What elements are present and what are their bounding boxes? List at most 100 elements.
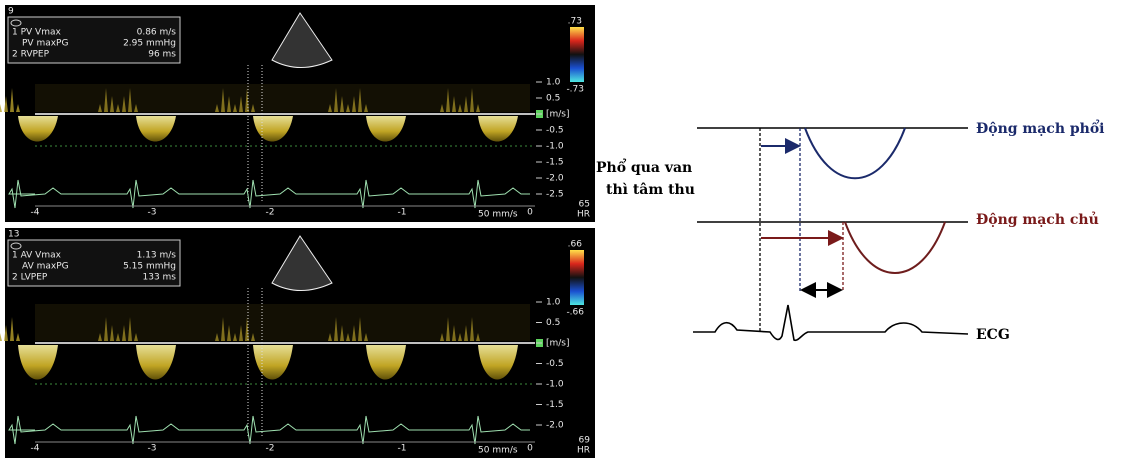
doppler-spike — [110, 325, 114, 341]
ecg-trace — [693, 304, 969, 342]
measurement-label: 2 LVPEP — [12, 273, 48, 283]
measurement-box — [7, 16, 181, 64]
ecg-label: ECG — [976, 327, 1010, 343]
doppler-spike — [10, 317, 14, 341]
time-label: -4 — [31, 208, 40, 218]
timing-diagram: Động mạch phổi Động mạch chủ ECG Phổ qua… — [596, 119, 1105, 343]
velocity-scale-label: 1.0 — [546, 78, 561, 88]
doppler-spike — [251, 104, 255, 112]
measurement-value: 1.13 m/s — [137, 251, 177, 261]
heart-rate: 65 — [579, 200, 590, 210]
velocity-scale-label: [m/s] — [546, 339, 570, 349]
doppler-spike — [0, 333, 2, 341]
doppler-spike — [128, 88, 132, 112]
doppler-spike — [98, 104, 102, 112]
doppler-spike — [346, 333, 350, 341]
measurement-box — [7, 239, 181, 287]
doppler-envelope — [253, 116, 293, 142]
doppler-spike — [116, 104, 120, 112]
doppler-spike — [116, 333, 120, 341]
color-scale-top: .66 — [568, 240, 583, 250]
time-label: -1 — [398, 208, 407, 218]
doppler-spike — [122, 96, 126, 112]
icon — [10, 242, 22, 250]
doppler-envelope — [366, 345, 406, 380]
doppler-spike — [98, 333, 102, 341]
doppler-spike — [221, 317, 225, 341]
doppler-spike — [328, 333, 332, 341]
velocity-scale-label: -0.5 — [546, 126, 564, 136]
doppler-spike — [233, 104, 237, 112]
velocity-scale-label: -1.5 — [546, 158, 564, 168]
doppler-spike — [227, 96, 231, 112]
color-bar — [570, 27, 584, 82]
forward-flow-band — [35, 84, 530, 112]
doppler-envelope — [253, 345, 293, 380]
doppler-spike — [358, 88, 362, 112]
velocity-scale-label: -1.5 — [546, 400, 564, 410]
aortic-label: Động mạch chủ — [976, 211, 1099, 228]
doppler-panel: 9 1 PV Vmax 0.86 m/s PV maxPG 2.95 mmHg 2 RVP… — [0, 5, 595, 222]
doppler-spike — [364, 333, 368, 341]
doppler-spike — [245, 317, 249, 341]
caption-line: thì tâm thu — [606, 182, 695, 198]
doppler-spike — [358, 317, 362, 341]
doppler-envelope — [478, 116, 518, 142]
icon — [10, 19, 22, 27]
velocity-scale-label: -2.5 — [546, 190, 564, 200]
sector-icon — [271, 12, 333, 68]
doppler-spike — [458, 104, 462, 112]
frame-number: 13 — [8, 230, 19, 240]
time-label: -4 — [31, 444, 40, 454]
doppler-spike — [464, 96, 468, 112]
velocity-scale-label: -1.0 — [546, 380, 564, 390]
pulmonary-label: Động mạch phổi — [976, 119, 1105, 137]
velocity-scale-label: [m/s] — [546, 110, 570, 120]
ecg-trace — [8, 415, 530, 445]
doppler-spike — [239, 325, 243, 341]
velocity-scale-label: -2.0 — [546, 174, 564, 184]
heart-rate-unit: HR — [577, 446, 590, 456]
doppler-spike — [334, 88, 338, 112]
measurement-value: 2.95 mmHg — [123, 39, 176, 49]
doppler-envelope — [366, 116, 406, 142]
measurement-label: 1 AV Vmax — [12, 251, 62, 261]
measurement-value: 133 ms — [143, 273, 177, 283]
time-label: -1 — [398, 444, 407, 454]
doppler-envelope — [478, 345, 518, 380]
ultrasound-panels: 9 1 PV Vmax 0.86 m/s PV maxPG 2.95 mmHg 2 RVP… — [0, 5, 595, 458]
sector-icon — [271, 235, 333, 291]
measurement-value: 96 ms — [148, 50, 176, 60]
caption-line: Phổ qua van — [596, 158, 692, 176]
time-label: 0 — [527, 444, 533, 454]
doppler-panel: 13 1 AV Vmax 1.13 m/s AV maxPG 5.15 mmHg 2 LV… — [0, 228, 595, 458]
doppler-envelope — [18, 345, 58, 380]
velocity-scale-label: -0.5 — [546, 359, 564, 369]
doppler-spike — [221, 88, 225, 112]
doppler-spike — [340, 325, 344, 341]
color-scale-bottom: -.66 — [566, 308, 584, 318]
doppler-spike — [251, 333, 255, 341]
doppler-spike — [134, 104, 138, 112]
doppler-spike — [328, 104, 332, 112]
doppler-spike — [476, 333, 480, 341]
measurement-label: PV maxPG — [22, 39, 68, 49]
doppler-spike — [4, 325, 8, 341]
measurement-value: 5.15 mmHg — [123, 262, 176, 272]
velocity-scale-label: -2.0 — [546, 421, 564, 431]
velocity-scale-label: 0.5 — [546, 94, 560, 104]
doppler-spike — [464, 325, 468, 341]
doppler-spike — [134, 333, 138, 341]
time-label: -2 — [266, 208, 275, 218]
time-label: -3 — [148, 208, 157, 218]
doppler-spike — [440, 104, 444, 112]
doppler-envelope — [18, 116, 58, 142]
heart-rate-unit: HR — [577, 210, 590, 220]
doppler-spike — [239, 96, 243, 112]
heart-rate: 69 — [579, 436, 591, 446]
measurement-label: 1 PV Vmax — [12, 28, 61, 38]
doppler-spike — [16, 104, 20, 112]
doppler-spike — [364, 104, 368, 112]
ecg-trace — [8, 179, 530, 209]
